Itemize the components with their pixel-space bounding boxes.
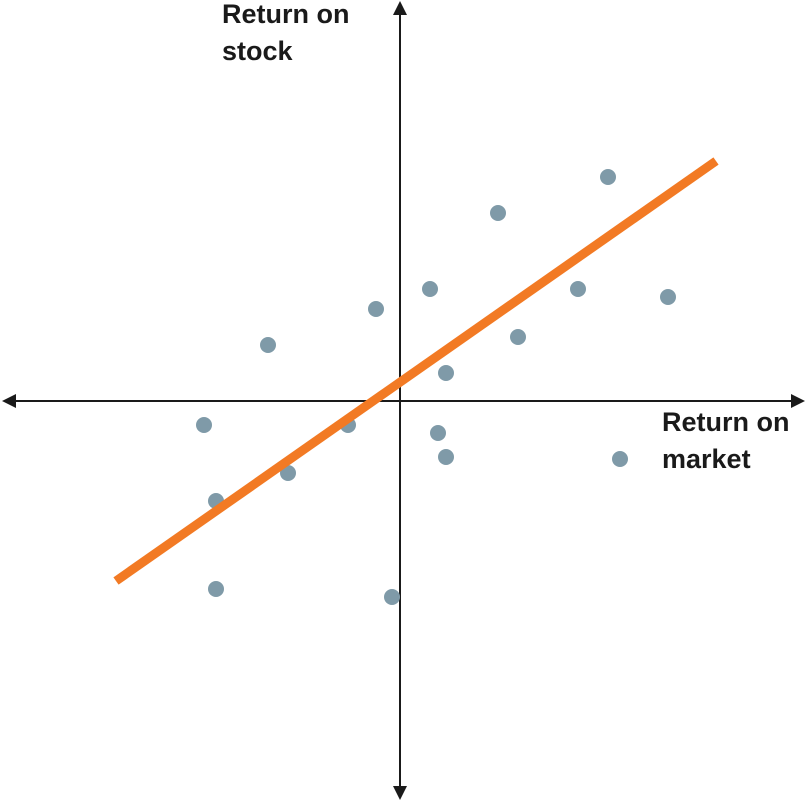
data-point-11	[438, 449, 454, 465]
data-point-16	[600, 169, 616, 185]
data-point-13	[490, 205, 506, 221]
x-axis-label: Return on market	[662, 407, 797, 474]
data-point-9	[422, 281, 438, 297]
y-axis-label-line-2: stock	[222, 36, 294, 66]
data-point-5	[280, 465, 296, 481]
data-point-12	[438, 365, 454, 381]
data-point-1	[196, 417, 212, 433]
x-axis-arrow-right	[791, 394, 805, 408]
y-axis-label-line-1: Return on	[222, 0, 350, 29]
y-axis-label: Return on stock	[222, 0, 357, 66]
y-axis-arrow-up	[393, 1, 407, 15]
data-point-15	[570, 281, 586, 297]
data-point-7	[368, 301, 384, 317]
trendline	[113, 157, 719, 585]
data-point-3	[208, 581, 224, 597]
data-point-17	[612, 451, 628, 467]
data-point-4	[260, 337, 276, 353]
x-axis-label-line-1: Return on	[662, 407, 790, 437]
x-axis-label-line-2: market	[662, 444, 751, 474]
data-point-18	[660, 289, 676, 305]
data-point-8	[384, 589, 400, 605]
x-axis-arrow-left	[2, 394, 16, 408]
data-point-10	[430, 425, 446, 441]
data-point-14	[510, 329, 526, 345]
y-axis-arrow-down	[393, 786, 407, 800]
